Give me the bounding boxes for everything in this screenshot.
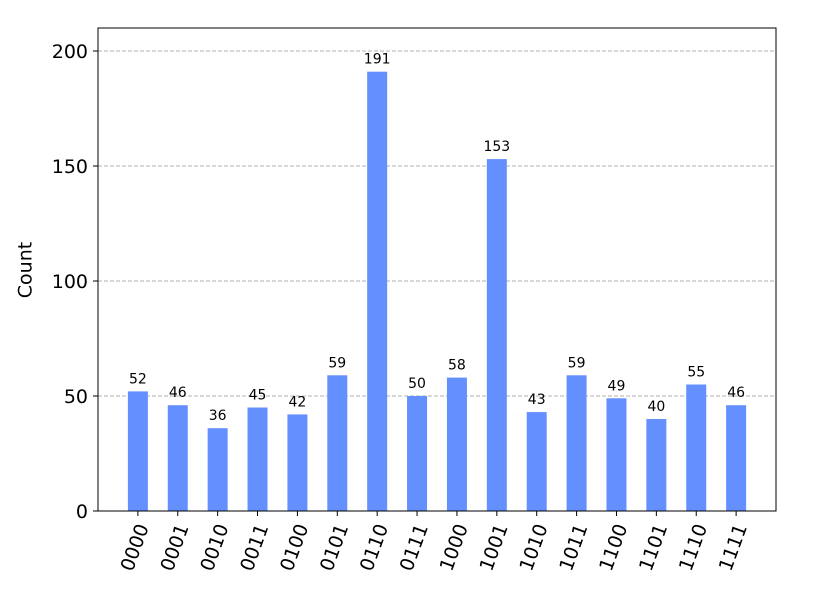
x-tick-label: 0100 [276, 521, 313, 574]
value-label: 40 [647, 399, 665, 415]
value-label: 59 [328, 355, 346, 371]
y-tick-label: 100 [52, 271, 88, 293]
bar [367, 71, 388, 511]
x-tick-label: 1100 [595, 521, 632, 574]
bar [247, 407, 268, 511]
x-tick-label: 0010 [196, 521, 233, 574]
x-tick-label: 1110 [675, 521, 712, 574]
bar [726, 405, 747, 511]
x-tick-label: 0101 [316, 521, 353, 574]
y-axis-label: Count [15, 242, 37, 298]
value-label: 52 [129, 371, 147, 387]
x-tick-label: 0000 [117, 521, 154, 574]
value-label: 191 [364, 52, 391, 68]
value-label: 42 [288, 394, 306, 410]
y-tick-label: 50 [64, 386, 88, 408]
value-label: 45 [249, 388, 267, 404]
value-label: 46 [727, 385, 745, 401]
y-tick-label: 0 [76, 501, 88, 523]
value-label: 50 [408, 376, 426, 392]
y-tick-label: 150 [52, 156, 88, 178]
x-tick-label: 0111 [396, 521, 433, 574]
x-tick-label: 1010 [515, 521, 552, 574]
value-label: 46 [169, 385, 187, 401]
value-label: 36 [209, 408, 227, 424]
value-label: 43 [528, 392, 546, 408]
bar [287, 414, 308, 511]
bar [207, 428, 228, 511]
bar [646, 419, 667, 511]
x-tick-label: 1000 [436, 521, 473, 574]
x-tick-label: 0110 [356, 521, 393, 574]
plot-frame [97, 27, 777, 512]
x-tick-label: 1101 [635, 521, 672, 574]
bar [606, 398, 627, 511]
bar [686, 384, 707, 511]
bar [526, 412, 547, 511]
bar [327, 375, 348, 511]
bar [446, 377, 467, 511]
x-tick-label: 1111 [715, 521, 752, 574]
value-label: 55 [687, 365, 705, 381]
x-tick-label: 1001 [475, 521, 512, 574]
value-label: 59 [568, 355, 586, 371]
x-tick-label: 0001 [156, 521, 193, 574]
bar [566, 375, 587, 511]
value-label: 58 [448, 358, 466, 374]
bar [486, 159, 507, 511]
value-label: 49 [608, 378, 626, 394]
x-tick-label: 1011 [555, 521, 592, 574]
y-tick-label: 200 [52, 41, 88, 63]
bar [127, 391, 148, 511]
x-tick-label: 0011 [236, 521, 273, 574]
bar [167, 405, 188, 511]
value-label: 153 [483, 139, 510, 155]
bar [407, 396, 428, 511]
